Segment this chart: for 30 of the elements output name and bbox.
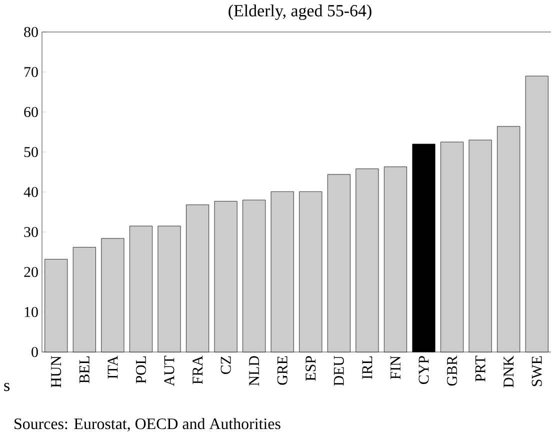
x-tick-label: GBR (447, 356, 458, 386)
x-tick-label: BEL (80, 356, 90, 384)
x-tick-label: NLD (249, 356, 259, 386)
y-tick-label: 50 (24, 146, 38, 158)
x-tick-label: PRT (475, 356, 486, 382)
x-tick-label: CYP (418, 356, 429, 384)
x-tick-label: HUN (51, 356, 62, 388)
x-tick-label: IRL (362, 356, 372, 380)
x-tick-label: FIN (390, 356, 400, 380)
x-tick-label: SWE (532, 356, 542, 386)
y-tick-label: 10 (24, 306, 38, 318)
x-tick-label: ESP (306, 356, 316, 381)
text: s (4, 382, 10, 392)
chart-subtitle: (Elderly, aged 55-64) (228, 4, 372, 20)
x-tick-label: GRE (277, 356, 288, 385)
x-tick-label: POL (136, 356, 146, 384)
y-tick-label: 80 (24, 26, 38, 38)
y-tick-label: 20 (24, 266, 38, 278)
x-tick-label: CZ (220, 356, 231, 374)
x-tick-label: DEU (334, 356, 344, 386)
y-tick-label: 60 (24, 106, 38, 118)
x-tick-label: AUT (164, 356, 174, 386)
y-tick-label: 40 (24, 186, 38, 198)
y-tick-label: 0 (32, 346, 38, 358)
x-tick-label: DNK (504, 356, 514, 388)
y-tick-label: 70 (24, 66, 38, 78)
x-tick-label: ITA (108, 356, 118, 379)
x-tick-label: FRA (192, 356, 202, 384)
source-note: Sources: Eurostat, OECD and Authorities (14, 418, 280, 432)
y-tick-label: 30 (24, 226, 38, 238)
